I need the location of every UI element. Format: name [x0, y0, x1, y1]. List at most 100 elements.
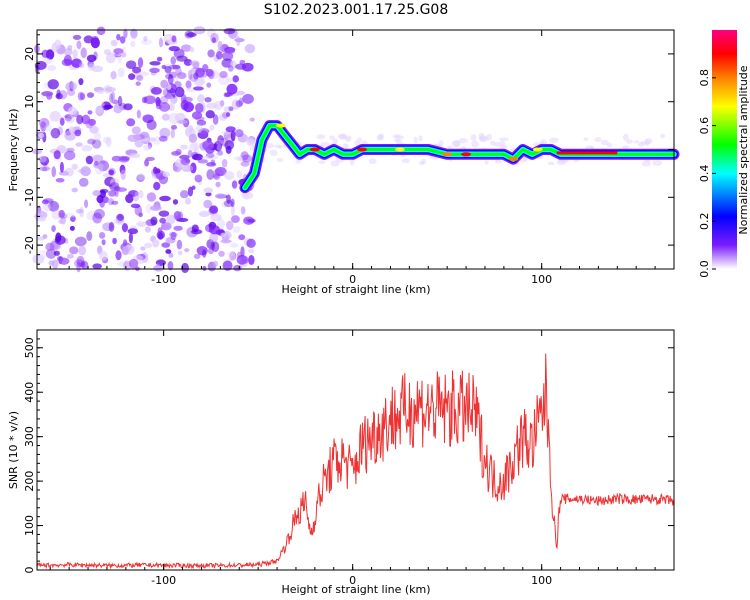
- noise-blob: [273, 144, 283, 148]
- noise-blob: [76, 261, 81, 273]
- ridge-hotspot: [394, 147, 405, 152]
- noise-blob: [194, 174, 203, 183]
- noise-blob: [170, 232, 177, 241]
- noise-blob: [114, 190, 119, 198]
- noise-blob: [451, 140, 461, 148]
- noise-blob: [115, 250, 122, 261]
- y-tick-label: 300: [23, 426, 36, 447]
- noise-blob: [216, 151, 224, 157]
- noise-blob: [180, 99, 189, 111]
- noise-blob: [144, 159, 149, 167]
- noise-blob: [227, 251, 235, 257]
- noise-blob: [128, 190, 139, 197]
- noise-blob: [145, 203, 152, 214]
- noise-blob: [87, 60, 94, 68]
- noise-blob: [122, 239, 128, 248]
- noise-blob: [181, 262, 190, 274]
- y-tick-label: -20: [23, 236, 36, 254]
- noise-blob: [134, 191, 140, 199]
- noise-blob: [132, 66, 142, 74]
- noise-blob: [80, 166, 91, 177]
- noise-blob: [192, 153, 204, 161]
- noise-blob: [186, 32, 197, 38]
- noise-blob: [69, 246, 79, 255]
- colorbar-tick-label: 0.6: [698, 117, 711, 135]
- noise-blob: [80, 47, 87, 59]
- noise-blob: [230, 205, 235, 216]
- noise-blob: [103, 49, 112, 55]
- noise-blob: [85, 118, 94, 129]
- ridge-hotspot: [508, 157, 519, 162]
- colorbar-tick-label: 0.8: [698, 69, 711, 87]
- noise-blob: [189, 60, 200, 66]
- noise-blob: [158, 210, 170, 217]
- noise-blob: [171, 151, 181, 156]
- y-tick-label: -10: [23, 188, 36, 206]
- noise-blob: [213, 168, 224, 177]
- noise-blob: [98, 231, 106, 239]
- noise-blob: [48, 201, 60, 212]
- noise-blob: [113, 48, 124, 55]
- noise-blob: [478, 132, 485, 140]
- noise-blob: [87, 110, 93, 115]
- noise-blob: [94, 160, 99, 166]
- noise-blob: [246, 238, 256, 249]
- noise-blob: [168, 232, 178, 238]
- noise-blob: [51, 166, 57, 178]
- noise-blob: [111, 200, 119, 205]
- noise-blob: [159, 127, 171, 139]
- noise-blob: [188, 143, 199, 152]
- noise-blob: [55, 177, 65, 183]
- noise-blob: [137, 71, 149, 77]
- noise-blob: [224, 139, 235, 150]
- noise-blob: [171, 35, 177, 43]
- noise-blob: [87, 138, 96, 145]
- x-tick-label: 100: [531, 273, 552, 286]
- noise-blob: [248, 255, 255, 266]
- noise-blob: [110, 91, 116, 103]
- noise-blob: [79, 62, 85, 69]
- noise-blob: [135, 81, 141, 86]
- ridge-hotspot: [275, 123, 286, 128]
- noise-blob: [401, 158, 411, 164]
- noise-blob: [244, 43, 256, 54]
- noise-blob: [79, 92, 86, 101]
- noise-blob: [95, 106, 104, 115]
- noise-blob: [76, 114, 84, 125]
- noise-blob: [167, 261, 174, 271]
- noise-blob: [42, 234, 48, 239]
- noise-blob: [394, 135, 404, 140]
- noise-blob: [173, 211, 182, 220]
- noise-blob: [45, 242, 55, 252]
- noise-blob: [40, 121, 47, 132]
- noise-blob: [187, 186, 194, 197]
- noise-blob: [204, 97, 212, 103]
- noise-blob: [32, 253, 45, 265]
- y-tick-label: 0: [23, 146, 36, 153]
- noise-blob: [447, 145, 453, 149]
- noise-blob: [35, 210, 48, 220]
- noise-blob: [236, 35, 241, 47]
- noise-blob: [47, 79, 59, 90]
- noise-blob: [149, 61, 161, 66]
- noise-blob: [38, 155, 47, 163]
- noise-blob: [225, 112, 231, 118]
- noise-blob: [81, 144, 93, 152]
- ridge-hotspot: [461, 152, 472, 157]
- noise-blob: [600, 139, 609, 146]
- noise-blob: [209, 124, 215, 131]
- noise-blob: [191, 185, 196, 190]
- noise-blob: [69, 80, 74, 92]
- noise-blob: [108, 190, 117, 197]
- noise-blob: [210, 32, 219, 44]
- noise-blob: [144, 242, 153, 249]
- noise-blob: [170, 128, 175, 139]
- noise-blob: [168, 104, 175, 112]
- noise-blob: [45, 248, 57, 259]
- noise-blob: [159, 217, 167, 224]
- noise-blob: [90, 35, 100, 46]
- noise-blob: [161, 242, 171, 248]
- noise-blob: [72, 49, 78, 59]
- noise-blob: [51, 225, 56, 232]
- noise-blob: [115, 187, 127, 192]
